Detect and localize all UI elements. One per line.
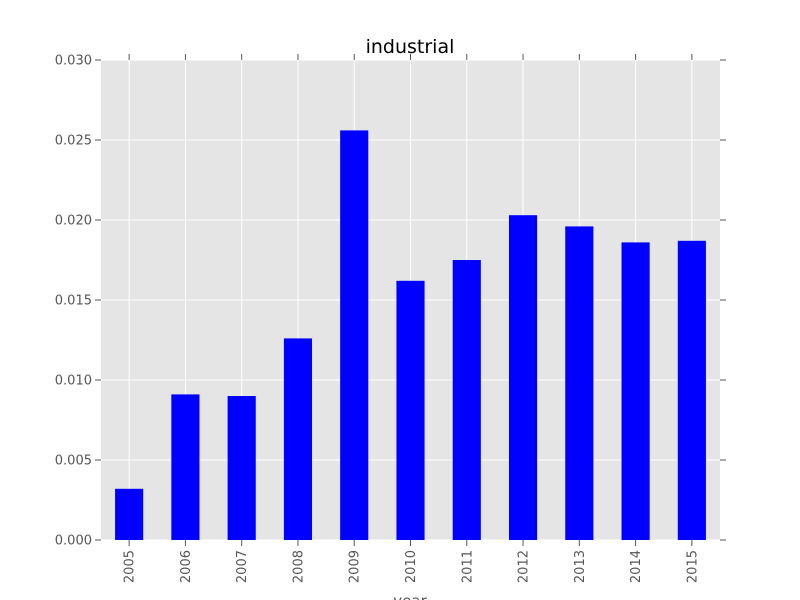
y-tick-label: 0.005 (55, 454, 92, 469)
bar-2005 (115, 488, 144, 540)
x-tick-label: 2013 (573, 550, 588, 583)
x-tick-label: 2014 (629, 550, 644, 583)
chart-title: industrial (366, 36, 455, 58)
bar-2012 (508, 215, 538, 540)
bar-2009 (340, 130, 369, 540)
bar-2011 (452, 260, 481, 540)
y-tick-label: 0.000 (55, 534, 92, 549)
x-tick-label: 2006 (179, 550, 194, 583)
bar-2007 (227, 396, 256, 540)
x-tick-label: 2012 (517, 550, 532, 583)
y-tick-label: 0.010 (55, 374, 92, 389)
x-tick-label: 2011 (460, 550, 475, 583)
x-tick-label: 2008 (291, 550, 306, 583)
y-tick-label: 0.015 (55, 294, 92, 309)
x-tick-label: 2010 (404, 550, 419, 583)
x-axis-label: year (393, 592, 427, 600)
y-tick-label: 0.025 (55, 134, 92, 149)
y-tick-label: 0.030 (55, 54, 92, 69)
bar-2008 (283, 338, 313, 540)
bar-2015 (677, 240, 706, 541)
bar-2014 (621, 242, 650, 540)
y-tick-label: 0.020 (55, 214, 92, 229)
x-axis: 2005 2006 2007 2008 2009 2010 2011 2012 2013 2014… (123, 54, 700, 583)
bars (115, 130, 706, 541)
x-tick-label: 2007 (235, 550, 250, 583)
x-tick-label: 2005 (123, 550, 138, 583)
y-axis: 0.000 0.005 0.010 0.015 0.020 0.025 0.030 (55, 54, 726, 549)
x-tick-label: 2015 (685, 550, 700, 583)
x-tick-label: 2009 (348, 550, 363, 583)
bar-2006 (171, 394, 200, 540)
bar-2010 (396, 280, 425, 540)
bar-2013 (565, 226, 594, 540)
